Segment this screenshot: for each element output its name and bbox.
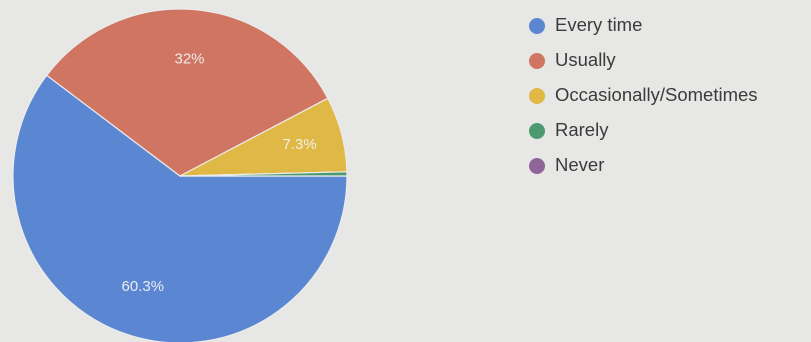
legend-item-every-time[interactable]: Every time bbox=[522, 8, 811, 43]
slice-label-every-time: 60.3% bbox=[122, 278, 165, 295]
legend-swatch-every-time bbox=[529, 17, 545, 34]
pie-chart: 60.3% 32% 7.3% bbox=[12, 8, 348, 342]
legend-label-rarely: Rarely bbox=[555, 119, 609, 141]
legend-swatch-occasionally-sometimes bbox=[529, 87, 545, 104]
legend-swatch-usually bbox=[529, 52, 545, 69]
legend-item-never[interactable]: Never bbox=[522, 148, 811, 183]
legend-label-never: Never bbox=[555, 154, 605, 176]
legend-swatch-never bbox=[529, 157, 545, 174]
pie-slice-usually[interactable] bbox=[46, 8, 329, 177]
slice-label-usually: 32% bbox=[174, 50, 204, 67]
legend-item-rarely[interactable]: Rarely bbox=[522, 113, 811, 148]
pie-slice-every-time[interactable] bbox=[12, 74, 348, 342]
legend: Every time Usually Occasionally/Sometime… bbox=[522, 8, 811, 183]
slice-label-occasionally-sometimes: 7.3% bbox=[282, 136, 316, 153]
legend-label-every-time: Every time bbox=[555, 14, 643, 36]
legend-label-usually: Usually bbox=[555, 49, 616, 71]
legend-swatch-rarely bbox=[529, 122, 545, 139]
pie-slice-rarely[interactable] bbox=[179, 171, 348, 177]
legend-item-usually[interactable]: Usually bbox=[522, 43, 811, 78]
legend-item-occasionally-sometimes[interactable]: Occasionally/Sometimes bbox=[522, 78, 811, 113]
legend-label-occasionally-sometimes: Occasionally/Sometimes bbox=[555, 84, 758, 106]
